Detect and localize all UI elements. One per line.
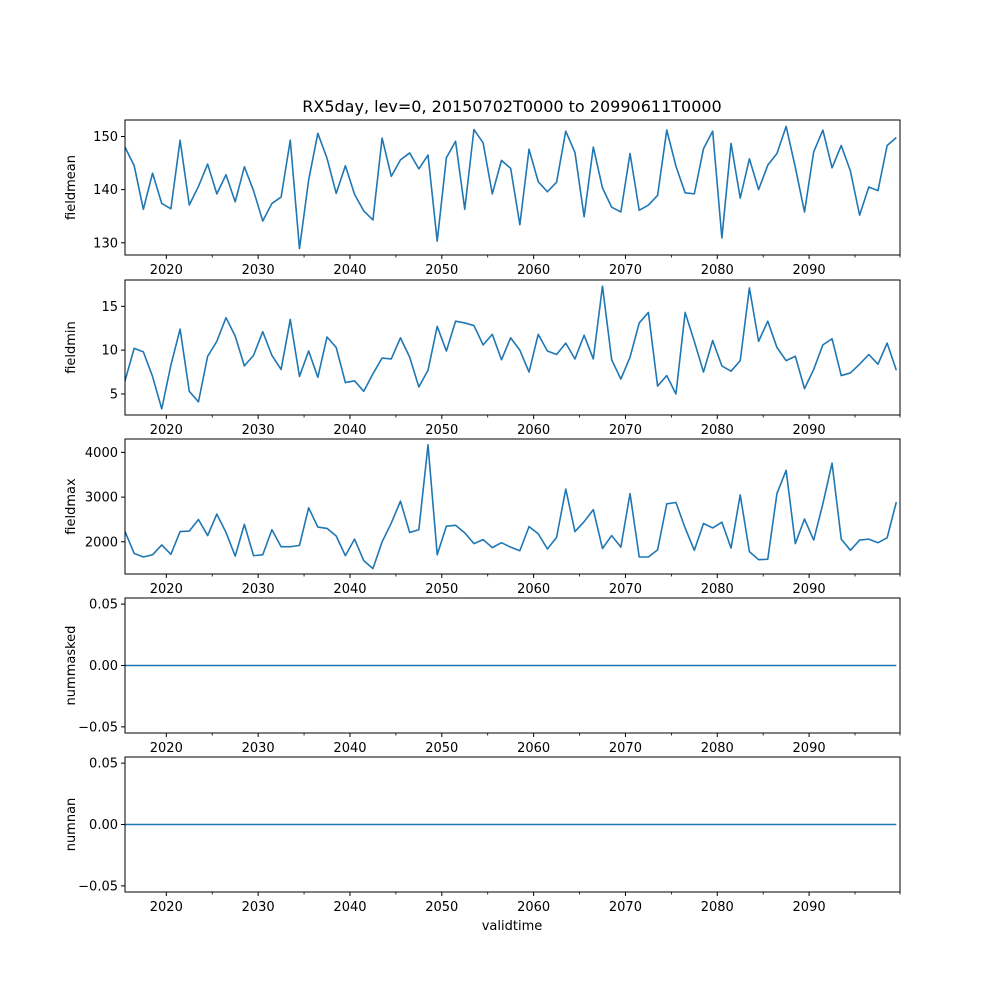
subplot-numnan: −0.05 0.00 0.05 2020 2030 2040 2050 2060 2070 208…: [64, 756, 901, 915]
x-tick-label-fieldmin: 2040: [333, 423, 366, 438]
y-tick-label-nummasked: −0.05: [78, 720, 118, 735]
y-tick-label-fieldmax: 3000: [85, 491, 118, 506]
x-tick-label-fieldmin: 2030: [242, 423, 275, 438]
chart-title: RX5day, lev=0, 20150702T0000 to 20990611…: [302, 97, 721, 116]
subplot-nummasked: −0.05 0.00 0.05 2020 2030 2040 2050 2060 2070 208…: [64, 597, 901, 756]
y-tick-label-fieldmean: 140: [93, 183, 118, 198]
x-tick-label-fieldmean: 2060: [517, 263, 550, 278]
subplot-fieldmin: 5 10 15 2020 2030 2040 2050 2060 2070 2080 2090 fie…: [64, 279, 901, 438]
y-tick-label-numnan: −0.05: [78, 879, 118, 894]
x-tick-label-numnan: 2090: [793, 900, 826, 915]
y-tick-label-fieldmin: 10: [101, 344, 118, 359]
x-tick-label-fieldmax: 2030: [242, 582, 275, 597]
axes-frame-fieldmax: [124, 438, 901, 575]
x-tick-label-nummasked: 2050: [425, 741, 458, 756]
y-tick-label-fieldmean: 130: [93, 236, 118, 251]
x-tick-label-nummasked: 2060: [517, 741, 550, 756]
x-tick-label-numnan: 2050: [425, 900, 458, 915]
x-tick-label-numnan: 2030: [242, 900, 275, 915]
y-tick-label-nummasked: 0.00: [89, 659, 118, 674]
subplot-fieldmean: 130 140 150 2020 2030 2040 2050 2060 2070 2080 209…: [64, 119, 901, 278]
subplots: 130 140 150 2020 2030 2040 2050 2060 2070 2080 209…: [64, 119, 901, 915]
x-tick-label-fieldmax: 2090: [793, 582, 826, 597]
y-tick-label-fieldmax: 2000: [85, 535, 118, 550]
axes-frame-fieldmin: [124, 279, 901, 416]
x-tick-label-fieldmax: 2080: [701, 582, 734, 597]
y-axis-label-fieldmin: fieldmin: [64, 321, 79, 374]
x-tick-label-nummasked: 2090: [793, 741, 826, 756]
y-tick-label-fieldmax: 4000: [85, 446, 118, 461]
x-tick-label-fieldmin: 2080: [701, 423, 734, 438]
y-tick-label-fieldmin: 15: [101, 300, 118, 315]
y-axis-label-fieldmean: fieldmean: [64, 155, 79, 220]
x-tick-label-fieldmax: 2020: [150, 582, 183, 597]
x-tick-label-fieldmax: 2040: [333, 582, 366, 597]
x-tick-label-numnan: 2040: [333, 900, 366, 915]
subplot-fieldmax: 2000 3000 4000 2020 2030 2040 2050 2060 2070 2080…: [64, 438, 901, 597]
y-axis-label-numnan: numnan: [64, 798, 79, 852]
x-tick-label-fieldmax: 2060: [517, 582, 550, 597]
series-line-fieldmax: [124, 444, 898, 570]
x-tick-label-fieldmean: 2070: [609, 263, 642, 278]
x-tick-label-fieldmean: 2050: [425, 263, 458, 278]
x-tick-label-fieldmin: 2060: [517, 423, 550, 438]
x-tick-label-fieldmax: 2050: [425, 582, 458, 597]
y-tick-label-fieldmean: 150: [93, 130, 118, 145]
axes-frame-fieldmean: [124, 119, 901, 256]
x-tick-label-nummasked: 2080: [701, 741, 734, 756]
x-tick-label-fieldmin: 2050: [425, 423, 458, 438]
y-axis-label-nummasked: nummasked: [64, 626, 79, 706]
x-tick-label-nummasked: 2070: [609, 741, 642, 756]
x-tick-label-nummasked: 2040: [333, 741, 366, 756]
x-tick-label-numnan: 2020: [150, 900, 183, 915]
series-line-fieldmin: [124, 285, 898, 410]
x-tick-label-fieldmax: 2070: [609, 582, 642, 597]
x-tick-label-nummasked: 2020: [150, 741, 183, 756]
x-tick-label-nummasked: 2030: [242, 741, 275, 756]
x-tick-label-numnan: 2060: [517, 900, 550, 915]
x-tick-label-fieldmean: 2030: [242, 263, 275, 278]
y-tick-label-numnan: 0.00: [89, 818, 118, 833]
y-tick-label-numnan: 0.05: [89, 757, 118, 772]
x-tick-label-numnan: 2080: [701, 900, 734, 915]
y-axis-label-fieldmax: fieldmax: [64, 478, 79, 535]
y-tick-label-fieldmin: 5: [110, 387, 118, 402]
x-tick-label-fieldmin: 2070: [609, 423, 642, 438]
series-line-fieldmean: [124, 125, 897, 250]
x-tick-label-fieldmean: 2080: [701, 263, 734, 278]
x-tick-label-fieldmin: 2020: [150, 423, 183, 438]
y-tick-label-nummasked: 0.05: [89, 598, 118, 613]
x-tick-label-fieldmin: 2090: [793, 423, 826, 438]
x-tick-label-fieldmean: 2040: [333, 263, 366, 278]
x-tick-label-fieldmean: 2090: [793, 263, 826, 278]
x-tick-label-fieldmean: 2020: [150, 263, 183, 278]
x-tick-label-numnan: 2070: [609, 900, 642, 915]
x-axis-label: validtime: [482, 919, 543, 934]
